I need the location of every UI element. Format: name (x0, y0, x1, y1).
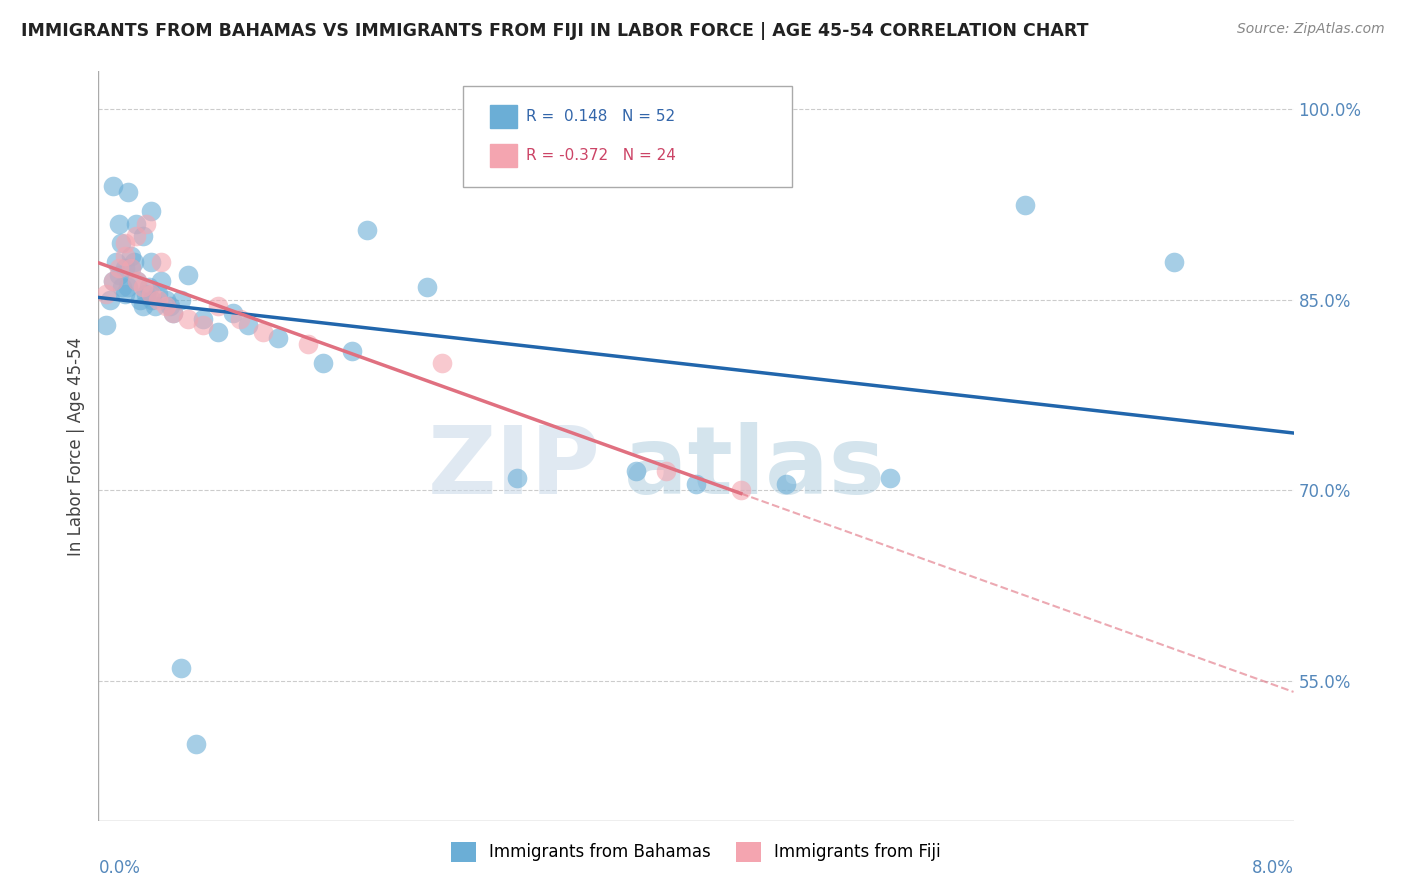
Point (124, 255, 146, 269)
FancyBboxPatch shape (463, 87, 792, 187)
Point (132, 229, 155, 244)
Point (1014, 197, 1036, 211)
Text: Source: ZipAtlas.com: Source: ZipAtlas.com (1237, 22, 1385, 37)
Point (111, 280, 134, 294)
Point (103, 274, 125, 288)
Point (125, 229, 148, 244)
Point (114, 286, 136, 301)
Text: R =  0.148   N = 52: R = 0.148 N = 52 (526, 109, 675, 124)
Point (125, 217, 148, 231)
Point (150, 255, 173, 269)
Point (177, 312, 200, 326)
Point (191, 312, 214, 326)
Point (148, 286, 170, 301)
Point (252, 325, 274, 339)
Point (143, 299, 166, 313)
Text: ZIP: ZIP (427, 423, 600, 515)
Point (155, 299, 177, 313)
Point (108, 268, 131, 282)
Point (139, 255, 162, 269)
Point (141, 293, 163, 307)
Text: 0.0%: 0.0% (98, 859, 141, 877)
Bar (491, 105, 517, 128)
Point (120, 261, 142, 276)
Point (177, 268, 200, 282)
Point (191, 318, 214, 333)
Point (150, 274, 173, 288)
Text: R = -0.372   N = 24: R = -0.372 N = 24 (526, 148, 676, 162)
Point (297, 337, 319, 351)
Point (114, 248, 136, 262)
Point (162, 306, 184, 320)
Point (685, 477, 707, 491)
Point (105, 255, 128, 269)
Point (148, 293, 170, 307)
Point (169, 293, 191, 307)
Point (127, 274, 149, 288)
Point (879, 471, 901, 485)
Point (127, 274, 149, 288)
Point (139, 286, 162, 301)
Point (506, 471, 529, 485)
Point (120, 248, 142, 262)
Point (108, 217, 131, 231)
Point (117, 280, 139, 294)
Point (267, 331, 290, 345)
Bar (491, 144, 517, 167)
Text: atlas: atlas (624, 423, 886, 515)
Point (114, 261, 136, 276)
Point (94, 318, 117, 333)
Text: IMMIGRANTS FROM BAHAMAS VS IMMIGRANTS FROM FIJI IN LABOR FORCE | AGE 45-54 CORRE: IMMIGRANTS FROM BAHAMAS VS IMMIGRANTS FR… (21, 22, 1088, 40)
Point (103, 178, 125, 193)
Point (207, 299, 229, 313)
Point (159, 299, 181, 313)
Point (138, 280, 160, 294)
Point (94, 286, 117, 301)
Point (342, 343, 364, 358)
Point (162, 306, 184, 320)
Point (222, 306, 245, 320)
Point (129, 293, 152, 307)
Point (775, 477, 797, 491)
Point (103, 274, 125, 288)
Point (229, 312, 252, 326)
Point (236, 318, 259, 333)
Point (169, 661, 191, 675)
Point (132, 299, 155, 313)
Text: 8.0%: 8.0% (1251, 859, 1294, 877)
Point (120, 261, 142, 276)
Point (655, 464, 678, 478)
Point (1163, 255, 1185, 269)
Legend: Immigrants from Bahamas, Immigrants from Fiji: Immigrants from Bahamas, Immigrants from… (444, 835, 948, 869)
Point (114, 235, 136, 250)
Point (135, 286, 157, 301)
Point (108, 261, 131, 276)
Point (430, 356, 453, 370)
Point (132, 280, 155, 294)
Point (135, 217, 157, 231)
Point (139, 204, 162, 219)
Point (117, 185, 139, 199)
Point (356, 223, 378, 237)
Point (207, 325, 229, 339)
Point (110, 235, 132, 250)
Point (626, 464, 648, 478)
Point (416, 280, 439, 294)
Y-axis label: In Labor Force | Age 45-54: In Labor Force | Age 45-54 (66, 336, 84, 556)
Point (184, 738, 207, 752)
Point (98, 293, 122, 307)
Point (155, 293, 177, 307)
Point (311, 356, 333, 370)
Point (730, 483, 752, 498)
